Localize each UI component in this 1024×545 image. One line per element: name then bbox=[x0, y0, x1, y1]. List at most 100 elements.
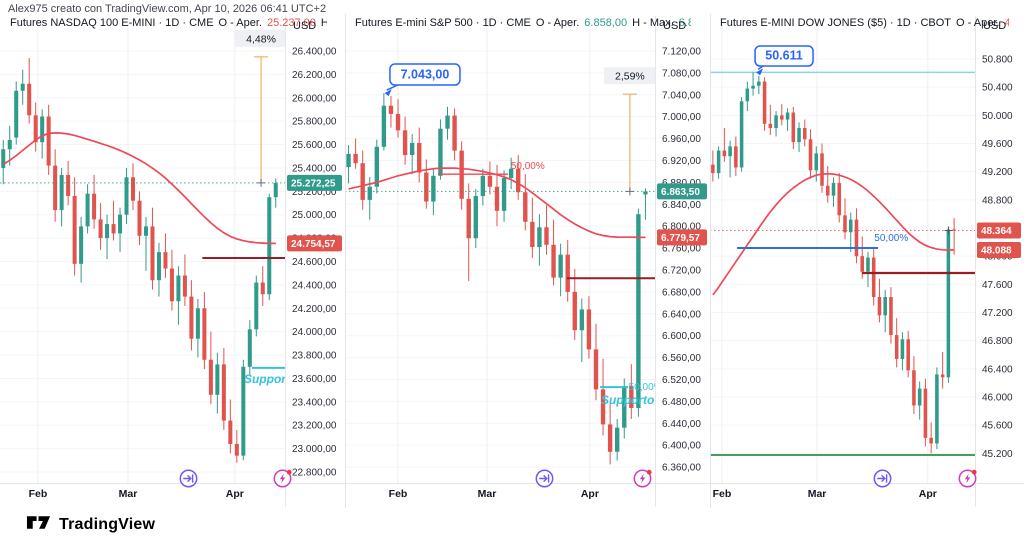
svg-text:23.400,00: 23.400,00 bbox=[292, 397, 337, 408]
alert-flash-icon[interactable] bbox=[633, 469, 652, 488]
open-label: O - Aper. bbox=[956, 17, 1000, 29]
svg-text:25.400,00: 25.400,00 bbox=[292, 163, 337, 174]
svg-text:6.960,00: 6.960,00 bbox=[662, 134, 701, 145]
chart-panel-nasdaq: Futures NASDAQ 100 E-MINI · 1D · CME O -… bbox=[0, 0, 345, 508]
chart-legend[interactable]: Futures NASDAQ 100 E-MINI · 1D · CME O -… bbox=[10, 17, 327, 29]
svg-text:25.600,00: 25.600,00 bbox=[292, 140, 337, 151]
svg-text:25.800,00: 25.800,00 bbox=[292, 117, 337, 128]
svg-text:46.000: 46.000 bbox=[982, 393, 1013, 404]
svg-text:7.120,00: 7.120,00 bbox=[662, 46, 701, 57]
svg-text:47.600: 47.600 bbox=[982, 280, 1013, 291]
svg-text:48.364: 48.364 bbox=[981, 226, 1012, 237]
svg-text:23.200,00: 23.200,00 bbox=[292, 421, 337, 432]
svg-text:6.863,50: 6.863,50 bbox=[661, 187, 700, 198]
svg-text:7.040,00: 7.040,00 bbox=[662, 90, 701, 101]
chart-legend[interactable]: Futures E-MINI DOW JONES ($5) · 1D · CBO… bbox=[720, 17, 1009, 29]
svg-text:46.800: 46.800 bbox=[982, 336, 1013, 347]
svg-text:24.000,00: 24.000,00 bbox=[292, 327, 337, 338]
svg-text:6.760,00: 6.760,00 bbox=[662, 244, 701, 255]
tradingview-logo-icon[interactable] bbox=[26, 512, 51, 537]
svg-text:6.480,00: 6.480,00 bbox=[662, 397, 701, 408]
svg-text:6.400,00: 6.400,00 bbox=[662, 441, 701, 452]
svg-text:26.000,00: 26.000,00 bbox=[292, 93, 337, 104]
svg-text:6.920,00: 6.920,00 bbox=[662, 156, 701, 167]
attribution-text: Alex975 creato con TradingView.com, Apr … bbox=[8, 3, 327, 15]
svg-text:6.560,00: 6.560,00 bbox=[662, 353, 701, 364]
svg-text:Supporto: Supporto bbox=[601, 393, 654, 407]
svg-text:Apr: Apr bbox=[226, 488, 244, 500]
svg-text:24.600,00: 24.600,00 bbox=[292, 257, 337, 268]
high-label: H - Max. bbox=[632, 17, 674, 29]
svg-text:25.000,00: 25.000,00 bbox=[292, 210, 337, 221]
svg-text:6.440,00: 6.440,00 bbox=[662, 419, 701, 430]
svg-text:50,00%: 50,00% bbox=[629, 382, 663, 393]
alert-flash-icon[interactable] bbox=[273, 469, 292, 488]
candlestick-chart-sp500[interactable]: 2,59%50,00%50,00%Supporto7.043,007.120,0… bbox=[345, 0, 710, 508]
chart-panel-dowjones: Futures E-MINI DOW JONES ($5) · 1D · CBO… bbox=[710, 0, 1024, 508]
svg-text:6.640,00: 6.640,00 bbox=[662, 309, 701, 320]
svg-text:4,48%: 4,48% bbox=[246, 33, 276, 45]
svg-text:23.600,00: 23.600,00 bbox=[292, 374, 337, 385]
svg-text:Mar: Mar bbox=[808, 488, 827, 500]
candlestick-chart-dowjones[interactable]: 50,00% 50.611 50.800 50.400 50.000 49.600 49.2… bbox=[710, 0, 1024, 508]
svg-text:50.400: 50.400 bbox=[982, 83, 1013, 94]
brand-name[interactable]: TradingView bbox=[59, 515, 156, 533]
svg-text:50.611: 50.611 bbox=[765, 49, 803, 63]
svg-text:7.043,00: 7.043,00 bbox=[401, 68, 450, 82]
open-value: 6.858,00 bbox=[584, 17, 628, 29]
svg-text:26.200,00: 26.200,00 bbox=[292, 70, 337, 81]
svg-text:23.000,00: 23.000,00 bbox=[292, 444, 337, 455]
svg-text:6.520,00: 6.520,00 bbox=[662, 375, 701, 386]
svg-text:50,00%: 50,00% bbox=[874, 233, 908, 244]
svg-text:22.800,00: 22.800,00 bbox=[292, 468, 337, 479]
svg-text:7.080,00: 7.080,00 bbox=[662, 68, 701, 79]
svg-text:49.600: 49.600 bbox=[982, 139, 1013, 150]
alert-flash-icon[interactable] bbox=[958, 469, 977, 488]
currency-label: USD bbox=[663, 20, 687, 32]
svg-text:6.779,57: 6.779,57 bbox=[661, 233, 700, 244]
svg-text:6.720,00: 6.720,00 bbox=[662, 265, 701, 276]
svg-text:Mar: Mar bbox=[478, 488, 497, 500]
svg-text:6.840,00: 6.840,00 bbox=[662, 200, 701, 211]
svg-text:Mar: Mar bbox=[119, 488, 138, 500]
svg-text:6.880,00: 6.880,00 bbox=[662, 178, 701, 189]
svg-text:23.800,00: 23.800,00 bbox=[292, 351, 337, 362]
chart-legend[interactable]: Futures E-mini S&P 500 · 1D · CME O - Ap… bbox=[355, 17, 691, 29]
currency-label: USD bbox=[983, 20, 1007, 32]
brand-footer: TradingView bbox=[26, 512, 155, 537]
currency-label: USD bbox=[293, 20, 317, 32]
go-to-realtime-icon[interactable] bbox=[873, 469, 892, 488]
go-to-realtime-icon[interactable] bbox=[179, 469, 198, 488]
symbol-title[interactable]: Futures E-MINI DOW JONES ($5) · 1D · CBO… bbox=[720, 17, 952, 29]
go-to-realtime-icon[interactable] bbox=[535, 469, 554, 488]
svg-text:6.800,00: 6.800,00 bbox=[662, 222, 701, 233]
svg-text:7.000,00: 7.000,00 bbox=[662, 112, 701, 123]
svg-text:25.200,00: 25.200,00 bbox=[292, 187, 337, 198]
svg-text:50.800: 50.800 bbox=[982, 55, 1013, 66]
svg-text:48.088: 48.088 bbox=[981, 245, 1012, 256]
symbol-title[interactable]: Futures E-mini S&P 500 · 1D · CME bbox=[355, 17, 531, 29]
svg-text:50,00%: 50,00% bbox=[511, 161, 545, 172]
svg-text:2,59%: 2,59% bbox=[615, 71, 645, 83]
candlestick-chart-nasdaq[interactable]: 4,48% Supporto 26.400,00 26.200,00 26.000,00… bbox=[0, 0, 345, 508]
svg-text:48.800: 48.800 bbox=[982, 195, 1013, 206]
high-value: 6.869,25... bbox=[678, 17, 691, 29]
pane-divider[interactable] bbox=[710, 14, 711, 508]
chart-panel-sp500: Futures E-mini S&P 500 · 1D · CME O - Ap… bbox=[345, 0, 710, 508]
high-label: H - Max.... bbox=[320, 17, 328, 29]
symbol-title[interactable]: Futures NASDAQ 100 E-MINI · 1D · CME bbox=[10, 17, 214, 29]
svg-text:24.400,00: 24.400,00 bbox=[292, 280, 337, 291]
svg-text:24.200,00: 24.200,00 bbox=[292, 304, 337, 315]
svg-text:Feb: Feb bbox=[29, 488, 48, 500]
open-value: 25.237,00 bbox=[266, 17, 316, 29]
svg-text:50.000: 50.000 bbox=[982, 111, 1013, 122]
svg-text:26.400,00: 26.400,00 bbox=[292, 46, 337, 57]
svg-text:Supporto: Supporto bbox=[244, 372, 297, 386]
svg-text:45.600: 45.600 bbox=[982, 421, 1013, 432]
svg-text:Apr: Apr bbox=[581, 488, 599, 500]
svg-text:Feb: Feb bbox=[713, 488, 732, 500]
open-label: O - Aper. bbox=[218, 17, 262, 29]
pane-divider[interactable] bbox=[345, 14, 346, 508]
svg-text:47.200: 47.200 bbox=[982, 308, 1013, 319]
